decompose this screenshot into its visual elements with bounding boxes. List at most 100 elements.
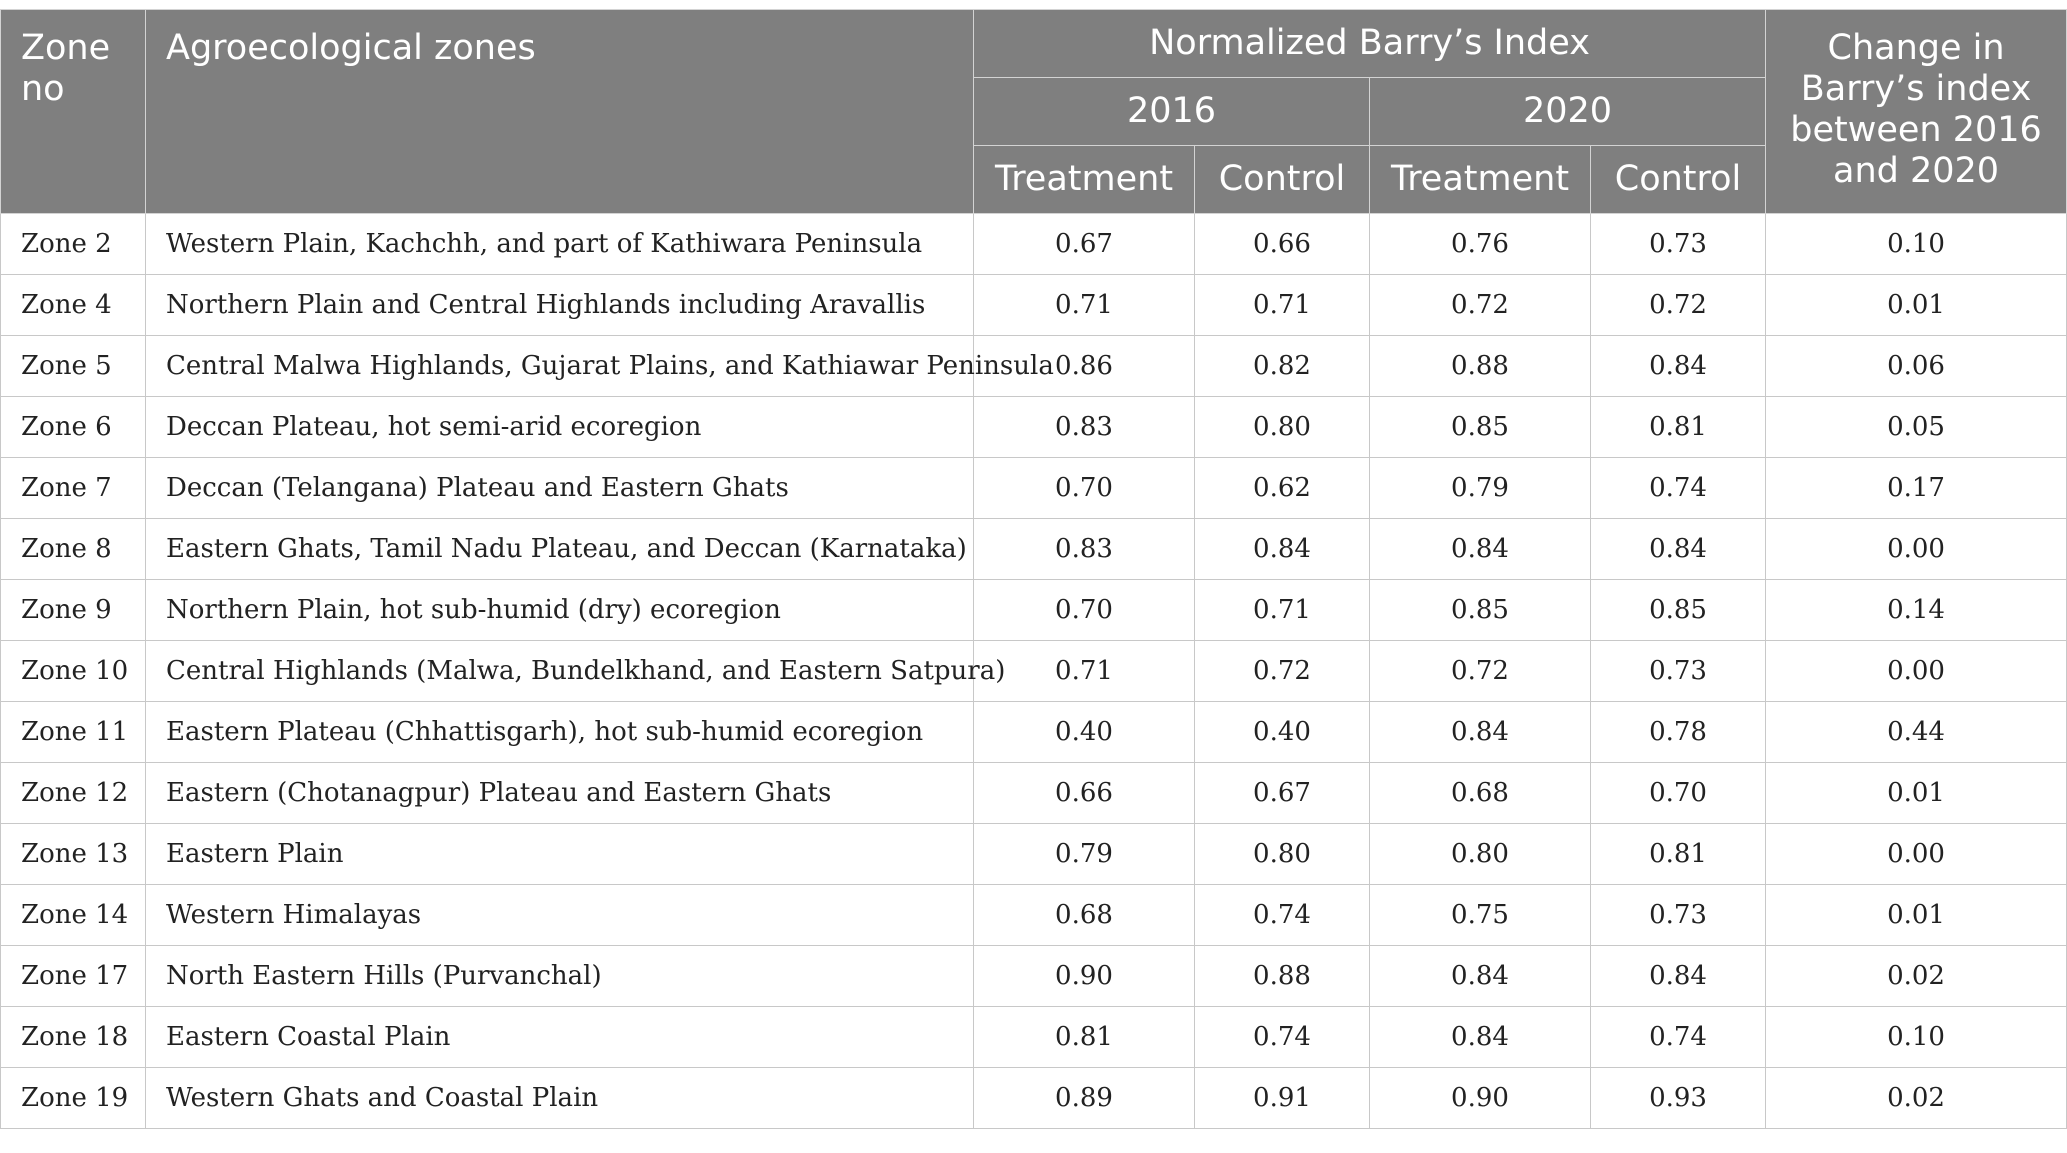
cell-zone-name: Deccan Plateau, hot semi-arid ecoregion (145, 396, 974, 458)
cell-treatment-2020: 0.84 (1369, 701, 1591, 763)
cell-zone-name: Eastern Coastal Plain (145, 1006, 974, 1068)
cell-treatment-2020: 0.80 (1369, 823, 1591, 885)
table-row: Zone 4 Northern Plain and Central Highla… (0, 274, 2067, 336)
cell-treatment-2020: 0.90 (1369, 1067, 1591, 1129)
cell-change: 0.02 (1765, 945, 2067, 1007)
cell-treatment-2016: 0.86 (973, 335, 1195, 397)
cell-zone: Zone 18 (0, 1006, 146, 1068)
cell-zone: Zone 12 (0, 762, 146, 824)
cell-change: 0.00 (1765, 823, 2067, 885)
table-row: Zone 11 Eastern Plateau (Chhattisgarh), … (0, 701, 2067, 763)
cell-treatment-2016: 0.90 (973, 945, 1195, 1007)
cell-control-2016: 0.74 (1194, 1006, 1370, 1068)
cell-control-2016: 0.66 (1194, 213, 1370, 275)
header-treatment-2020: Treatment (1369, 145, 1591, 214)
cell-control-2020: 0.70 (1589, 762, 1767, 824)
cell-control-2016: 0.82 (1194, 335, 1370, 397)
table-row: Zone 14 Western Himalayas 0.68 0.74 0.75… (0, 884, 2067, 946)
cell-change: 0.01 (1765, 274, 2067, 336)
cell-control-2020: 0.93 (1589, 1067, 1767, 1129)
cell-treatment-2020: 0.72 (1369, 640, 1591, 702)
cell-change: 0.17 (1765, 457, 2067, 519)
cell-treatment-2020: 0.72 (1369, 274, 1591, 336)
header-year-2020: 2020 (1368, 77, 1767, 146)
cell-treatment-2016: 0.71 (973, 640, 1195, 702)
cell-zone: Zone 14 (0, 884, 146, 946)
table-row: Zone 18 Eastern Coastal Plain 0.81 0.74 … (0, 1006, 2067, 1068)
cell-control-2020: 0.84 (1589, 335, 1767, 397)
table-body: Zone 2 Western Plain, Kachchh, and part … (0, 213, 2067, 1129)
cell-zone-name: Western Plain, Kachchh, and part of Kath… (145, 213, 974, 275)
header-control-2016: Control (1194, 145, 1370, 214)
cell-treatment-2016: 0.83 (973, 518, 1195, 580)
table-row: Zone 10 Central Highlands (Malwa, Bundel… (0, 640, 2067, 702)
cell-control-2020: 0.81 (1589, 823, 1767, 885)
cell-treatment-2020: 0.68 (1369, 762, 1591, 824)
cell-zone-name: Eastern (Chotanagpur) Plateau and Easter… (145, 762, 974, 824)
cell-control-2016: 0.91 (1194, 1067, 1370, 1129)
table-container: Zone no Agroecological zones Normalized … (0, 9, 2067, 1129)
cell-zone-name: Northern Plain and Central Highlands inc… (145, 274, 974, 336)
cell-control-2016: 0.62 (1194, 457, 1370, 519)
cell-treatment-2020: 0.79 (1369, 457, 1591, 519)
cell-zone-name: Deccan (Telangana) Plateau and Eastern G… (145, 457, 974, 519)
cell-treatment-2020: 0.85 (1369, 396, 1591, 458)
cell-control-2020: 0.81 (1589, 396, 1767, 458)
cell-treatment-2020: 0.84 (1369, 518, 1591, 580)
header-zone-no: Zone no (0, 9, 146, 214)
cell-treatment-2016: 0.70 (973, 457, 1195, 519)
cell-control-2016: 0.72 (1194, 640, 1370, 702)
cell-zone: Zone 11 (0, 701, 146, 763)
cell-treatment-2016: 0.67 (973, 213, 1195, 275)
cell-zone: Zone 5 (0, 335, 146, 397)
cell-control-2020: 0.84 (1589, 945, 1767, 1007)
cell-treatment-2016: 0.40 (973, 701, 1195, 763)
cell-zone: Zone 8 (0, 518, 146, 580)
cell-treatment-2016: 0.68 (973, 884, 1195, 946)
cell-control-2020: 0.78 (1589, 701, 1767, 763)
cell-treatment-2016: 0.66 (973, 762, 1195, 824)
cell-treatment-2020: 0.84 (1369, 1006, 1591, 1068)
header-normalized-barry-index: Normalized Barry’s Index (972, 9, 1767, 78)
table-row: Zone 12 Eastern (Chotanagpur) Plateau an… (0, 762, 2067, 824)
cell-treatment-2020: 0.85 (1369, 579, 1591, 641)
cell-change: 0.05 (1765, 396, 2067, 458)
cell-control-2020: 0.72 (1589, 274, 1767, 336)
cell-zone: Zone 10 (0, 640, 146, 702)
cell-control-2016: 0.84 (1194, 518, 1370, 580)
cell-control-2016: 0.71 (1194, 579, 1370, 641)
cell-change: 0.00 (1765, 518, 2067, 580)
cell-zone: Zone 2 (0, 213, 146, 275)
cell-treatment-2020: 0.76 (1369, 213, 1591, 275)
header-year-2016: 2016 (973, 77, 1370, 146)
table-row: Zone 8 Eastern Ghats, Tamil Nadu Plateau… (0, 518, 2067, 580)
cell-control-2020: 0.74 (1589, 1006, 1767, 1068)
cell-zone: Zone 7 (0, 457, 146, 519)
cell-treatment-2016: 0.70 (973, 579, 1195, 641)
cell-treatment-2016: 0.89 (973, 1067, 1195, 1129)
cell-zone-name: Eastern Plain (145, 823, 974, 885)
cell-change: 0.44 (1765, 701, 2067, 763)
cell-control-2020: 0.73 (1589, 640, 1767, 702)
cell-zone: Zone 17 (0, 945, 146, 1007)
cell-control-2020: 0.73 (1589, 213, 1767, 275)
table-row: Zone 9 Northern Plain, hot sub-humid (dr… (0, 579, 2067, 641)
cell-zone-name: Central Malwa Highlands, Gujarat Plains,… (145, 335, 1054, 397)
cell-zone: Zone 4 (0, 274, 146, 336)
cell-treatment-2020: 0.75 (1369, 884, 1591, 946)
cell-zone-name: Western Himalayas (145, 884, 974, 946)
cell-zone-name: North Eastern Hills (Purvanchal) (145, 945, 974, 1007)
cell-zone: Zone 6 (0, 396, 146, 458)
cell-control-2016: 0.67 (1194, 762, 1370, 824)
cell-change: 0.10 (1765, 213, 2067, 275)
cell-control-2020: 0.85 (1589, 579, 1767, 641)
table-header: Zone no Agroecological zones Normalized … (0, 9, 2067, 214)
cell-zone: Zone 13 (0, 823, 146, 885)
cell-control-2020: 0.74 (1589, 457, 1767, 519)
cell-change: 0.01 (1765, 762, 2067, 824)
header-agroecological-zones: Agroecological zones (145, 9, 974, 214)
cell-treatment-2016: 0.83 (973, 396, 1195, 458)
cell-control-2016: 0.40 (1194, 701, 1370, 763)
cell-zone-name: Central Highlands (Malwa, Bundelkhand, a… (145, 640, 1005, 702)
table-row: Zone 5 Central Malwa Highlands, Gujarat … (0, 335, 2067, 397)
